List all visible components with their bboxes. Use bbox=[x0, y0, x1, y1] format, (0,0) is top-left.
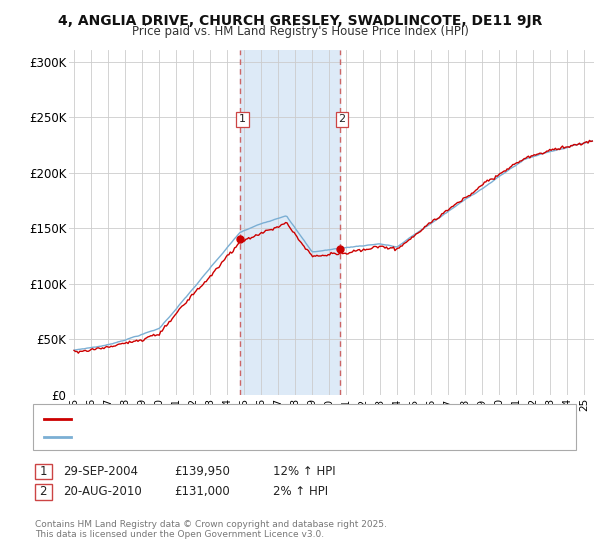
Text: 1: 1 bbox=[40, 465, 47, 478]
Text: 2: 2 bbox=[338, 114, 346, 124]
Text: £131,000: £131,000 bbox=[174, 485, 230, 498]
Text: 2% ↑ HPI: 2% ↑ HPI bbox=[273, 485, 328, 498]
Text: 4, ANGLIA DRIVE, CHURCH GRESLEY, SWADLINCOTE, DE11 9JR: 4, ANGLIA DRIVE, CHURCH GRESLEY, SWADLIN… bbox=[58, 14, 542, 28]
Text: 4, ANGLIA DRIVE, CHURCH GRESLEY, SWADLINCOTE, DE11 9JR (semi-detached house): 4, ANGLIA DRIVE, CHURCH GRESLEY, SWADLIN… bbox=[78, 414, 527, 424]
Text: HPI: Average price, semi-detached house, South Derbyshire: HPI: Average price, semi-detached house,… bbox=[78, 432, 391, 442]
Text: 2: 2 bbox=[40, 485, 47, 498]
Text: 29-SEP-2004: 29-SEP-2004 bbox=[63, 465, 138, 478]
Text: 1: 1 bbox=[239, 114, 246, 124]
Bar bbox=[240, 50, 340, 395]
Text: Price paid vs. HM Land Registry's House Price Index (HPI): Price paid vs. HM Land Registry's House … bbox=[131, 25, 469, 38]
Text: Contains HM Land Registry data © Crown copyright and database right 2025.
This d: Contains HM Land Registry data © Crown c… bbox=[35, 520, 386, 539]
Text: 20-AUG-2010: 20-AUG-2010 bbox=[63, 485, 142, 498]
Text: £139,950: £139,950 bbox=[174, 465, 230, 478]
Text: 12% ↑ HPI: 12% ↑ HPI bbox=[273, 465, 335, 478]
